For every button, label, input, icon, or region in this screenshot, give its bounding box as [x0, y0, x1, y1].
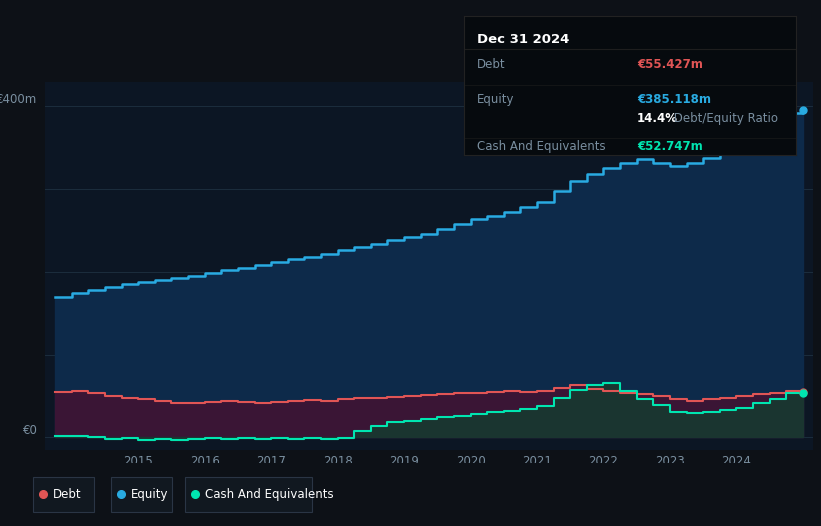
Text: Equity: Equity [477, 93, 515, 106]
Text: €385.118m: €385.118m [637, 93, 711, 106]
Text: Cash And Equivalents: Cash And Equivalents [477, 140, 606, 153]
Text: €0: €0 [23, 424, 38, 437]
Text: Dec 31 2024: Dec 31 2024 [477, 33, 570, 46]
Text: Debt/Equity Ratio: Debt/Equity Ratio [670, 113, 778, 125]
Text: €400m: €400m [0, 93, 38, 106]
FancyBboxPatch shape [111, 478, 172, 512]
Text: Equity: Equity [131, 488, 169, 501]
Text: 14.4%: 14.4% [637, 113, 678, 125]
FancyBboxPatch shape [33, 478, 94, 512]
Text: Debt: Debt [477, 58, 506, 71]
Text: Cash And Equivalents: Cash And Equivalents [205, 488, 334, 501]
Text: Debt: Debt [53, 488, 82, 501]
FancyBboxPatch shape [185, 478, 312, 512]
Text: €55.427m: €55.427m [637, 58, 703, 71]
Text: €52.747m: €52.747m [637, 140, 703, 153]
